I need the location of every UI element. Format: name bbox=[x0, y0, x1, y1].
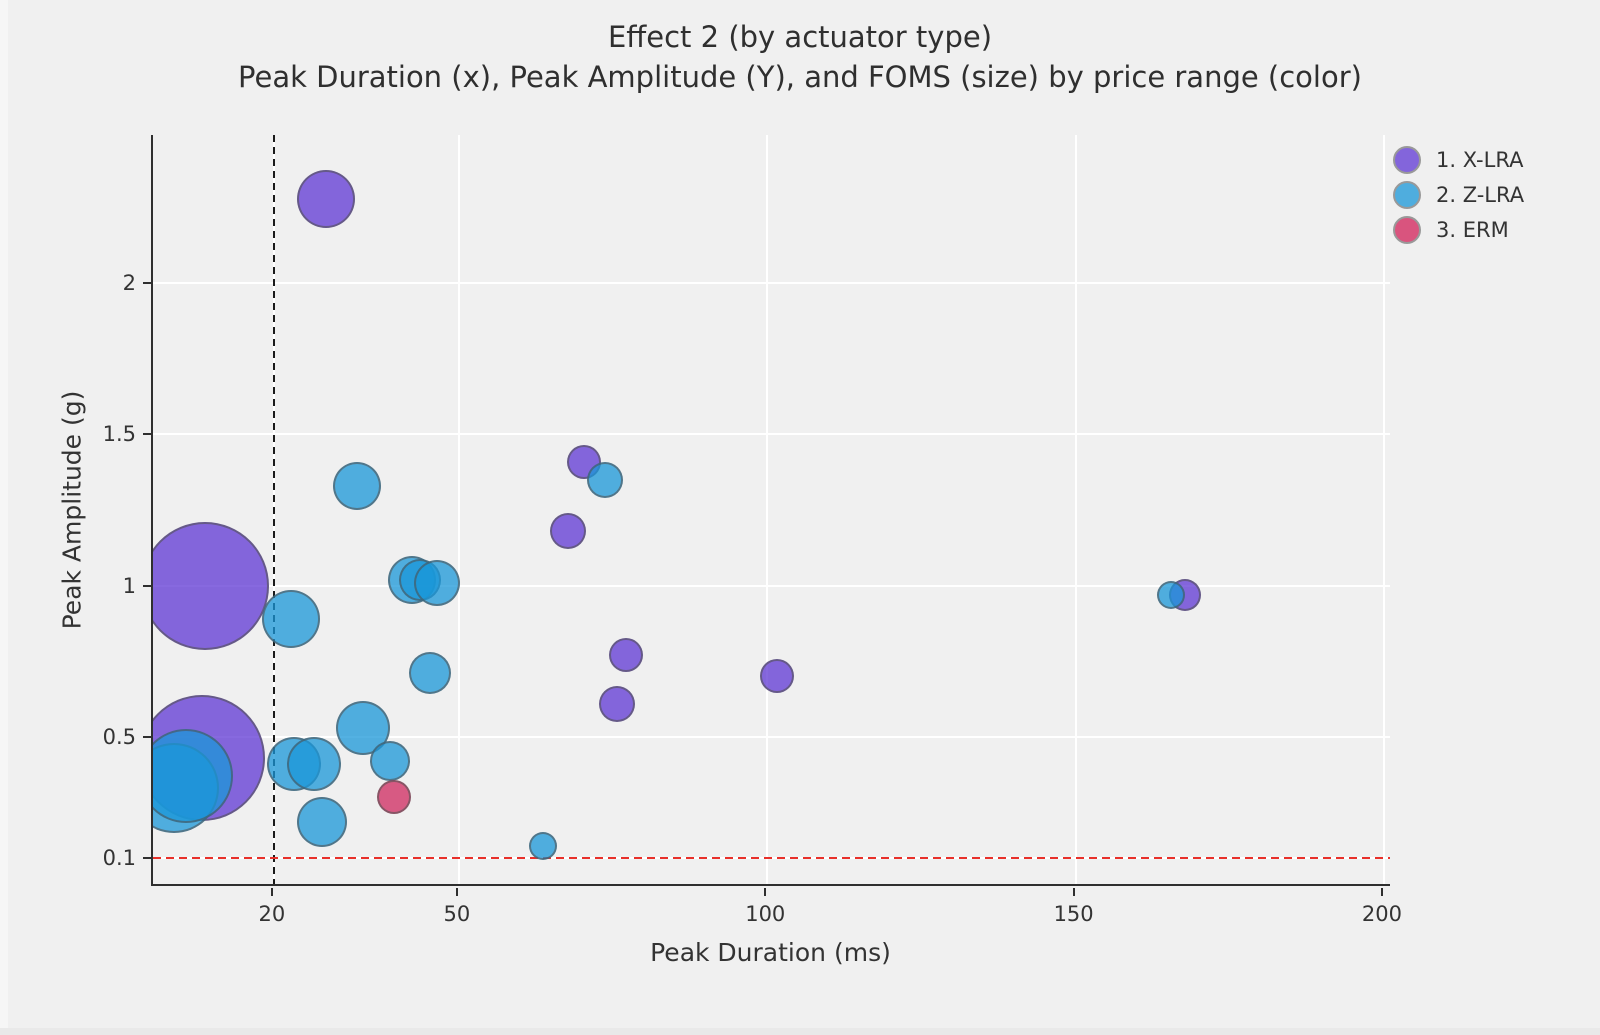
x-tick-mark bbox=[1380, 888, 1383, 896]
x-tick-mark bbox=[1072, 888, 1075, 896]
bubble[interactable] bbox=[262, 589, 321, 648]
legend-item-label: 1. X-LRA bbox=[1436, 148, 1524, 172]
x-tick-label: 50 bbox=[443, 902, 471, 926]
x-axis-title: Peak Duration (ms) bbox=[650, 938, 891, 967]
x-tick-mark bbox=[455, 888, 458, 896]
gridline-horizontal bbox=[153, 584, 1390, 587]
chart-title: Effect 2 (by actuator type) bbox=[607, 20, 993, 54]
x-tick-label: 100 bbox=[745, 902, 786, 926]
x-tick-mark bbox=[270, 888, 273, 896]
bubble[interactable] bbox=[153, 729, 233, 824]
y-tick-label: 1 bbox=[122, 573, 136, 598]
y-tick-mark bbox=[143, 433, 151, 436]
gridline-horizontal bbox=[153, 282, 1390, 285]
x-tick-label: 200 bbox=[1361, 902, 1403, 926]
chart-subtitle: Peak Duration (x), Peak Amplitude (Y), a… bbox=[238, 60, 1362, 94]
y-axis-ticks: 0.1 0.5 1 1.5 2 bbox=[0, 135, 151, 886]
gridline-vertical bbox=[457, 135, 460, 884]
gridline-horizontal bbox=[153, 735, 1390, 738]
page-edge-left bbox=[0, 0, 8, 1035]
legend-marker-circle bbox=[1393, 181, 1421, 209]
bubble[interactable] bbox=[408, 652, 451, 695]
bubble[interactable] bbox=[153, 521, 269, 650]
bubble[interactable] bbox=[550, 513, 587, 550]
y-tick-label: 1.5 bbox=[102, 422, 136, 447]
y-tick-mark bbox=[143, 282, 151, 285]
bubble[interactable] bbox=[296, 169, 355, 228]
legend-item[interactable]: 2. Z-LRA bbox=[1393, 181, 1524, 209]
bubble[interactable] bbox=[296, 796, 347, 847]
bubble[interactable] bbox=[1156, 580, 1185, 609]
bubble[interactable] bbox=[598, 685, 635, 722]
legend: 1. X-LRA 2. Z-LRA 3. ERM bbox=[1393, 146, 1524, 251]
bubble[interactable] bbox=[528, 831, 557, 860]
bubble[interactable] bbox=[369, 741, 410, 782]
y-tick-label: 2 bbox=[122, 271, 136, 296]
reference-line-vertical bbox=[272, 135, 275, 884]
bubble[interactable] bbox=[377, 780, 412, 815]
legend-item-label: 3. ERM bbox=[1436, 218, 1509, 242]
y-tick-label: 0.1 bbox=[102, 845, 136, 870]
gridline-vertical bbox=[1382, 135, 1385, 884]
x-tick-label: 20 bbox=[258, 902, 286, 926]
bubble[interactable] bbox=[760, 659, 795, 694]
bubble[interactable] bbox=[413, 559, 460, 606]
y-axis-title: Peak Amplitude (g) bbox=[57, 390, 87, 630]
x-tick-mark bbox=[764, 888, 767, 896]
legend-marker-circle bbox=[1393, 146, 1421, 174]
legend-item[interactable]: 3. ERM bbox=[1393, 216, 1524, 244]
page-edge-bottom bbox=[0, 1028, 1600, 1035]
bubble[interactable] bbox=[587, 461, 624, 498]
x-tick-label: 150 bbox=[1053, 902, 1094, 926]
title-block: Effect 2 (by actuator type) Peak Duratio… bbox=[0, 20, 1600, 94]
x-axis-ticks: 20 50 100 150 200 bbox=[151, 886, 1402, 946]
y-tick-label: 0.5 bbox=[102, 724, 136, 749]
reference-line-horizontal bbox=[153, 856, 1390, 859]
gridline-vertical bbox=[1074, 135, 1077, 884]
y-tick-mark bbox=[143, 856, 151, 859]
gridline-horizontal bbox=[153, 433, 1390, 436]
legend-item-label: 2. Z-LRA bbox=[1436, 183, 1525, 207]
y-tick-mark bbox=[143, 584, 151, 587]
plot-area bbox=[151, 135, 1390, 886]
legend-item[interactable]: 1. X-LRA bbox=[1393, 146, 1524, 174]
legend-marker-circle bbox=[1393, 216, 1421, 244]
bubble[interactable] bbox=[333, 461, 382, 510]
bubble[interactable] bbox=[286, 737, 341, 792]
bubble[interactable] bbox=[609, 638, 644, 673]
gridline-vertical bbox=[766, 135, 769, 884]
y-tick-mark bbox=[143, 735, 151, 738]
